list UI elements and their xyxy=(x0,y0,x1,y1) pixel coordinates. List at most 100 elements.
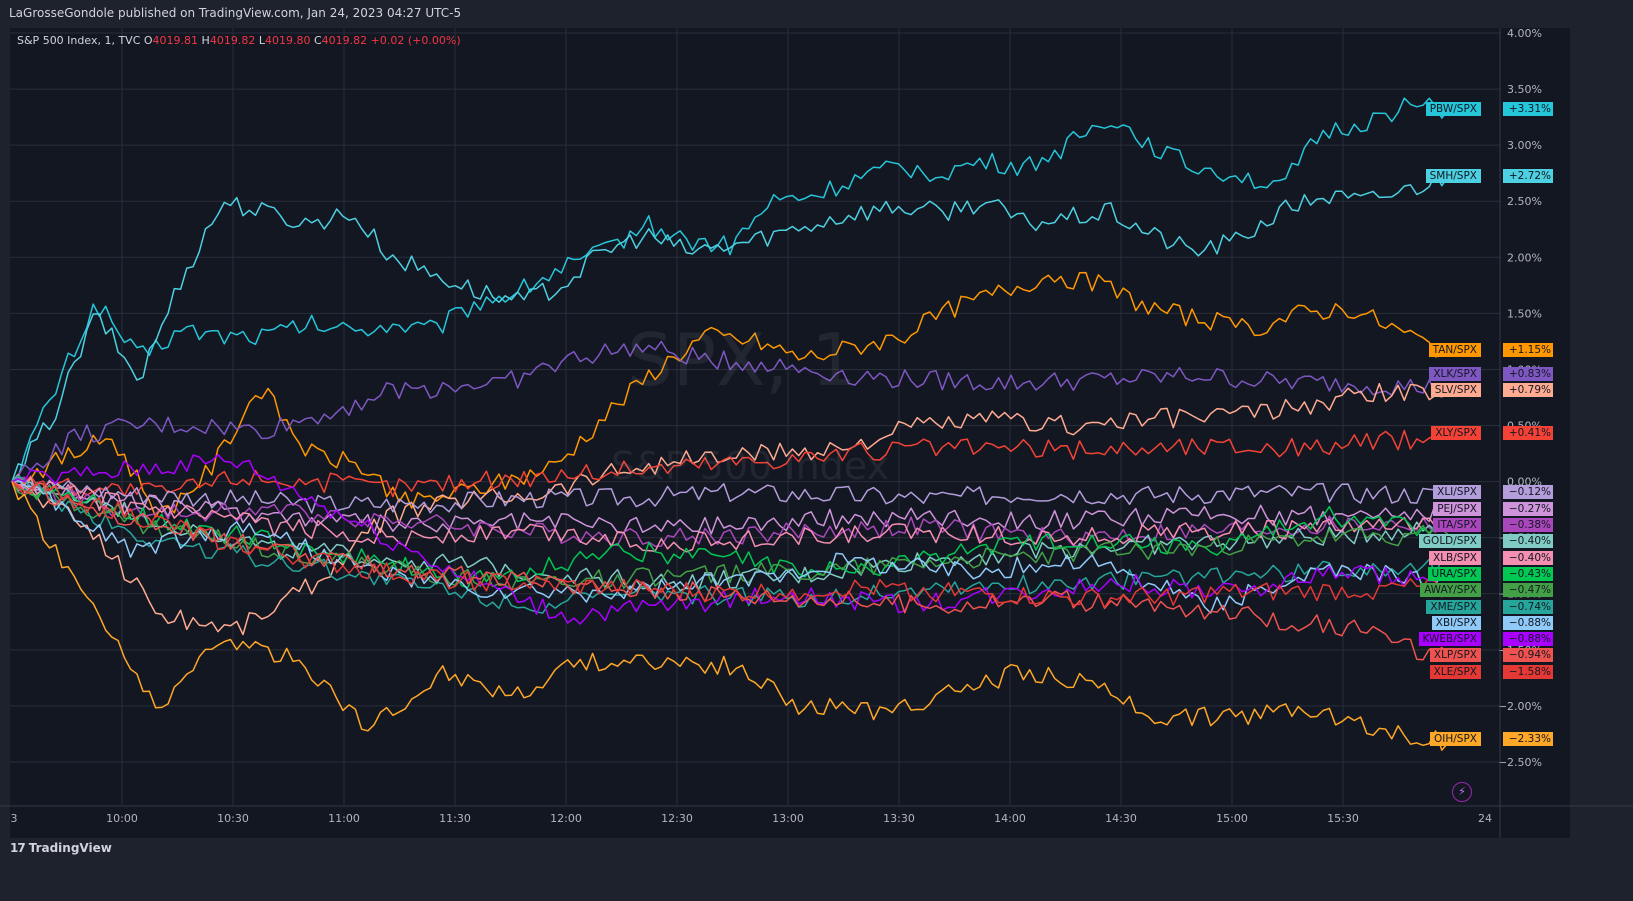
series-tag-name: AWAY/SPX xyxy=(1420,583,1481,597)
series-line-xme-spx xyxy=(11,475,1449,614)
series-tag[interactable]: XME/SPX −0.74% xyxy=(0,600,1553,614)
x-tick-label: 15:00 xyxy=(1216,812,1248,825)
series-tag-value: −0.40% xyxy=(1503,534,1553,548)
tradingview-logo[interactable]: 17 TradingView xyxy=(10,841,112,855)
watermark-name: S&P 500 Index xyxy=(611,444,889,488)
series-tag-name: URA/SPX xyxy=(1427,567,1481,581)
series-tag[interactable]: PEJ/SPX −0.27% xyxy=(0,502,1553,516)
legend-symbol[interactable]: S&P 500 Index, 1, TVC xyxy=(17,34,141,47)
series-tag[interactable]: AWAY/SPX −0.47% xyxy=(0,583,1553,597)
y-tick-label: 2.50% xyxy=(1507,195,1542,208)
published-info: LaGrosseGondole published on TradingView… xyxy=(9,6,462,20)
series-tag[interactable]: XLP/SPX −0.94% xyxy=(0,648,1553,662)
watermark-symbol: SPX, 1 xyxy=(626,318,858,402)
x-tick-label: 10:30 xyxy=(217,812,249,825)
low-value: 4019.80 xyxy=(264,34,311,47)
series-tag[interactable]: PBW/SPX +3.31% xyxy=(0,102,1553,116)
series-tag[interactable]: XLI/SPX −0.12% xyxy=(0,485,1553,499)
header-bar: LaGrosseGondole published on TradingView… xyxy=(0,0,1633,28)
series-tag-name: KWEB/SPX xyxy=(1418,632,1481,646)
tradingview-logo-icon: 17 xyxy=(10,841,26,855)
x-tick-label: 10:00 xyxy=(106,812,138,825)
series-line-xly-spx xyxy=(11,429,1449,498)
series-tag-name: XLI/SPX xyxy=(1433,485,1481,499)
series-tag-name: OIH/SPX xyxy=(1430,732,1481,746)
series-tag-value: −2.33% xyxy=(1503,732,1553,746)
series-line-xle-spx xyxy=(11,480,1449,609)
x-tick-label: 13:30 xyxy=(883,812,915,825)
series-tag[interactable]: XLB/SPX −0.40% xyxy=(0,551,1553,565)
series-tag[interactable]: SLV/SPX +0.79% xyxy=(0,383,1553,397)
series-line-ura-spx xyxy=(11,481,1449,589)
ohlc-legend[interactable]: S&P 500 Index, 1, TVC O4019.81 H4019.82 … xyxy=(17,34,461,47)
series-tag-value: +2.72% xyxy=(1503,169,1553,183)
y-tick-label: 3.50% xyxy=(1507,83,1542,96)
series-tag-name: XLP/SPX xyxy=(1429,648,1481,662)
series-tag-value: −1.58% xyxy=(1503,665,1553,679)
series-tag-name: XLE/SPX xyxy=(1429,665,1481,679)
x-tick-label: 13:00 xyxy=(772,812,804,825)
series-tag[interactable]: SMH/SPX +2.72% xyxy=(0,169,1553,183)
series-tag-name: XLK/SPX xyxy=(1429,367,1481,381)
chart-pane[interactable] xyxy=(10,28,1570,838)
change-value: +0.02 (+0.00%) xyxy=(370,34,461,47)
series-tag[interactable]: XLK/SPX +0.83% xyxy=(0,367,1553,381)
series-tag-name: SLV/SPX xyxy=(1430,383,1481,397)
y-tick-label: 1.50% xyxy=(1507,307,1542,320)
series-tag[interactable]: ITA/SPX −0.38% xyxy=(0,518,1553,532)
series-line-kweb-spx xyxy=(11,453,1449,625)
series-tag-name: XLY/SPX xyxy=(1431,426,1481,440)
x-tick-label: 3 xyxy=(11,812,18,825)
series-tag[interactable]: URA/SPX −0.43% xyxy=(0,567,1553,581)
low-label: L xyxy=(258,34,265,47)
series-tag[interactable]: XLE/SPX −1.58% xyxy=(0,665,1553,679)
series-tag-name: SMH/SPX xyxy=(1425,169,1481,183)
open-value: 4019.81 xyxy=(152,34,199,47)
series-tag-value: −0.12% xyxy=(1503,485,1553,499)
x-tick-label: 12:00 xyxy=(550,812,582,825)
series-line-tan-spx xyxy=(11,271,1449,518)
y-tick-label: 3.00% xyxy=(1507,139,1542,152)
series-tag-value: −0.27% xyxy=(1503,502,1553,516)
series-tag-value: +0.83% xyxy=(1503,367,1553,381)
close-label: C xyxy=(313,34,322,47)
series-line-away-spx xyxy=(11,481,1449,591)
x-tick-label: 12:30 xyxy=(661,812,693,825)
x-tick-label: 11:30 xyxy=(439,812,471,825)
series-tag-name: XLB/SPX xyxy=(1429,551,1481,565)
series-tag-name: PBW/SPX xyxy=(1425,102,1481,116)
x-tick-label: 14:30 xyxy=(1105,812,1137,825)
series-tag-value: +1.15% xyxy=(1503,343,1553,357)
series-tag[interactable]: KWEB/SPX −0.88% xyxy=(0,632,1553,646)
y-tick-label: −2.50% xyxy=(1498,756,1542,769)
series-tag[interactable]: XLY/SPX +0.41% xyxy=(0,426,1553,440)
lightning-icon[interactable]: ⚡ xyxy=(1452,782,1472,802)
series-tag[interactable]: TAN/SPX +1.15% xyxy=(0,343,1553,357)
series-tag-name: XME/SPX xyxy=(1426,600,1481,614)
series-tag-value: −0.94% xyxy=(1503,648,1553,662)
series-tag-name: GOLD/SPX xyxy=(1418,534,1481,548)
close-value: 4019.82 xyxy=(321,34,368,47)
x-tick-label: 24 xyxy=(1478,812,1492,825)
series-tag-value: −0.74% xyxy=(1503,600,1553,614)
series-tag-name: PEJ/SPX xyxy=(1433,502,1481,516)
series-tag-name: XBI/SPX xyxy=(1431,616,1481,630)
high-value: 4019.82 xyxy=(209,34,256,47)
series-tag[interactable]: XBI/SPX −0.88% xyxy=(0,616,1553,630)
series-line-xlb-spx xyxy=(11,476,1449,553)
series-tag-value: −0.38% xyxy=(1503,518,1553,532)
series-tag-value: −0.88% xyxy=(1503,616,1553,630)
series-line-xbi-spx xyxy=(11,479,1449,614)
series-tag[interactable]: OIH/SPX −2.33% xyxy=(0,732,1553,746)
series-tag-value: −0.43% xyxy=(1503,567,1553,581)
series-tag-value: −0.47% xyxy=(1503,583,1553,597)
x-tick-label: 11:00 xyxy=(328,812,360,825)
series-tag[interactable]: GOLD/SPX −0.40% xyxy=(0,534,1553,548)
series-line-smh-spx xyxy=(11,173,1449,482)
series-line-pbw-spx xyxy=(11,97,1449,483)
series-line-xlk-spx xyxy=(11,340,1449,483)
series-tag-value: +0.79% xyxy=(1503,383,1553,397)
x-tick-label: 15:30 xyxy=(1327,812,1359,825)
series-tag-name: ITA/SPX xyxy=(1433,518,1481,532)
